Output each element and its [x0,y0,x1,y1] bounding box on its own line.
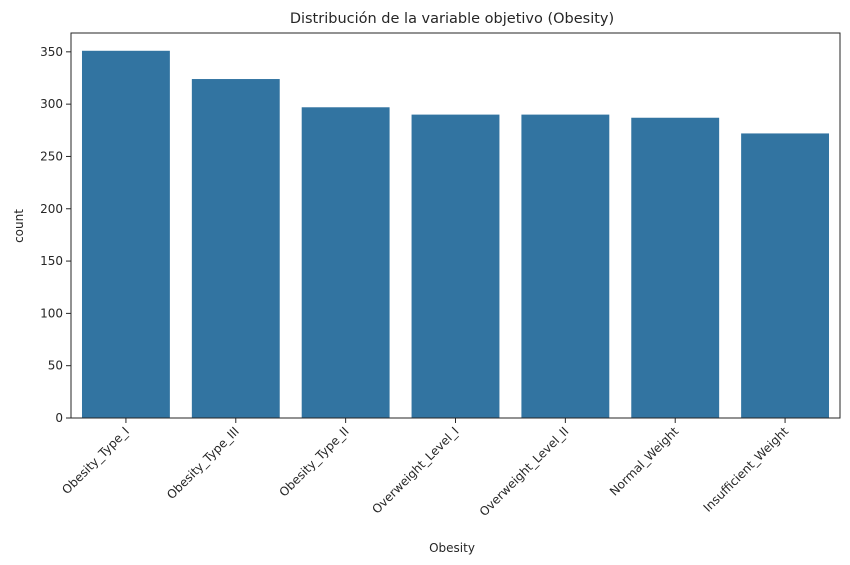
y-tick-label: 150 [40,254,63,268]
x-tick-label: Insufficient_Weight [701,424,792,515]
x-tick-label: Obesity_Type_I [59,424,132,497]
bar [411,114,500,418]
x-tick-label: Overweight_Level_II [477,424,572,519]
x-tick-label: Overweight_Level_I [369,424,461,516]
bar [301,107,390,418]
bar [81,50,170,418]
y-tick-label: 350 [40,45,63,59]
y-axis-title: count [12,209,26,243]
x-tick-label: Obesity_Type_II [276,424,351,499]
bar [521,114,610,418]
bar [631,117,720,418]
bar [741,133,830,418]
bar [191,79,280,419]
x-axis-title: Obesity [429,541,475,555]
plot-area: 0 50 100 150 200 250 300 350 Obesity_Type_I Obesi… [40,45,830,519]
y-tick-label: 50 [48,359,63,373]
x-tick-label: Obesity_Type_III [164,424,242,502]
y-tick-label: 300 [40,97,63,111]
y-tick-label: 100 [40,306,63,320]
y-tick-label: 250 [40,149,63,163]
y-tick-label: 200 [40,202,63,216]
y-tick-label: 0 [55,411,63,425]
x-tick-label: Normal_Weight [607,424,682,499]
plot-frame [70,32,841,419]
chart-title: Distribución de la variable objetivo (Ob… [290,11,614,27]
